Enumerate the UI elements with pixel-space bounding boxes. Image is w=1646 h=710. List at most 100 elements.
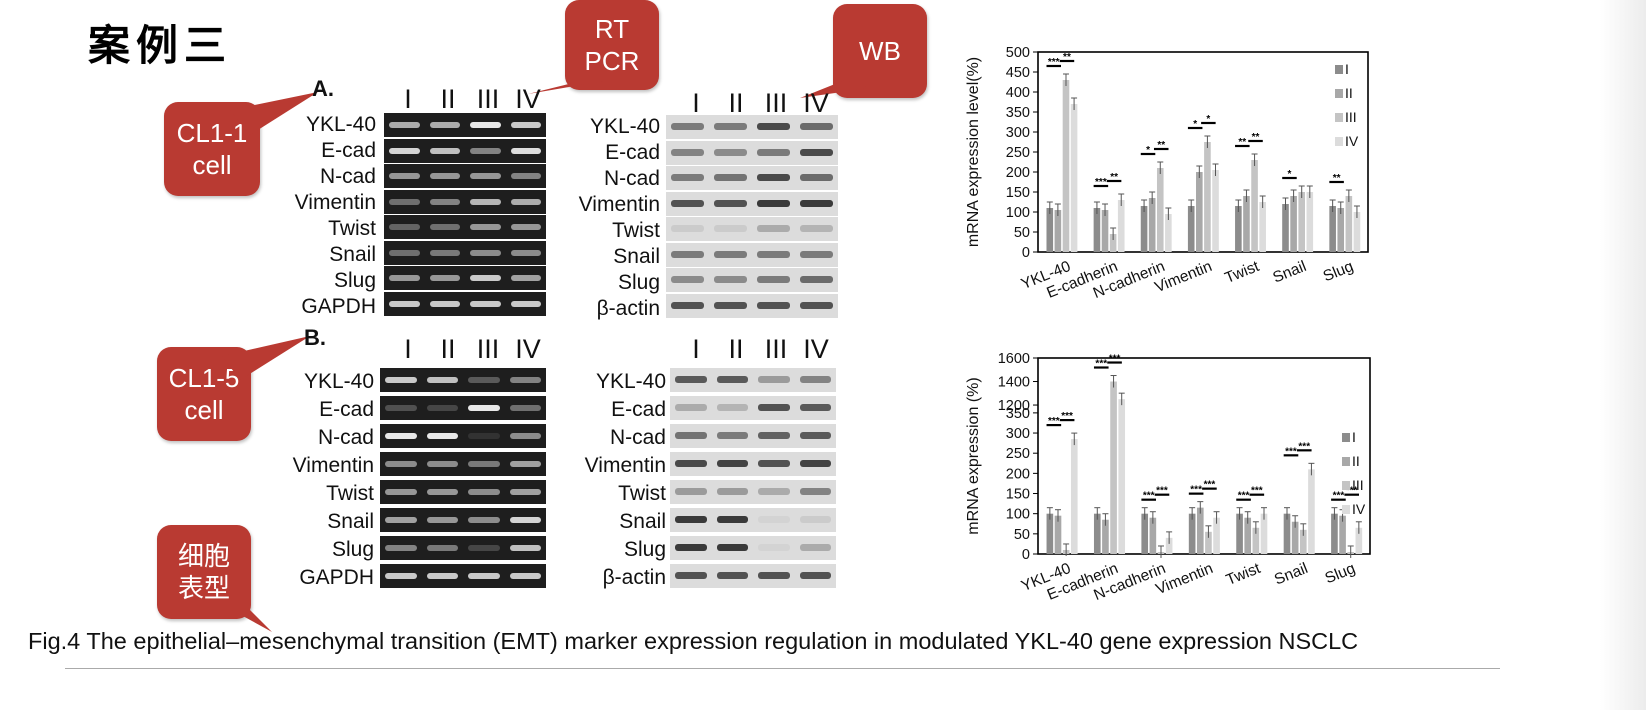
x-tick-label: Slug (1321, 258, 1356, 285)
gel-band (429, 173, 460, 179)
blot-band (800, 123, 833, 130)
significance-label: *** (1095, 177, 1107, 188)
y-tick-label: 0 (1022, 547, 1030, 563)
western-blot-cl15 (670, 368, 836, 592)
blot-band (675, 460, 707, 467)
cl15-pointer (222, 336, 310, 380)
blot-band (800, 250, 833, 258)
significance-label: *** (1238, 491, 1250, 502)
bar (1205, 531, 1212, 554)
blot-band (758, 432, 790, 439)
bar (1204, 142, 1211, 252)
row-label: YKL-40 (303, 370, 374, 393)
blot-band (758, 460, 790, 467)
gel-band (385, 517, 417, 523)
row-label: Snail (613, 245, 660, 268)
blot-band (675, 376, 707, 383)
row-label: Twist (612, 219, 660, 242)
gel-band (509, 377, 541, 383)
legend-label: I (1352, 429, 1356, 445)
gel-band (510, 173, 541, 179)
blot-band (800, 301, 833, 309)
blot-band (671, 199, 704, 207)
gel-band (385, 545, 417, 551)
blot-strip (666, 191, 838, 216)
cl11-pointer (230, 92, 318, 135)
blot-band (758, 488, 790, 495)
plot-frame (1037, 357, 1371, 555)
gel-strip (380, 480, 546, 504)
bar (1306, 192, 1314, 252)
gel-strip (380, 536, 546, 560)
gel-band (510, 224, 541, 230)
gel-band (509, 573, 541, 579)
bar (1235, 206, 1242, 252)
rt-pcr-callout: RT PCR (565, 0, 659, 90)
gel-band (510, 122, 541, 128)
bar (1046, 513, 1054, 554)
row-label: β-actin (602, 566, 666, 589)
gel-band (468, 433, 500, 439)
blot-band (758, 376, 790, 383)
blot-strip (670, 396, 836, 420)
blot-band (799, 572, 831, 579)
gel-band (510, 275, 541, 281)
y-tick-label: 400 (1006, 85, 1030, 101)
y-tick-label: 1600 (998, 351, 1030, 367)
gel-band (429, 275, 460, 281)
y-tick-label: 200 (1006, 165, 1030, 181)
bar (1070, 439, 1078, 554)
blot-band (714, 276, 747, 283)
bar (1236, 513, 1243, 554)
blot-strip (666, 268, 838, 292)
row-label: N-cad (317, 426, 374, 449)
lane-label: IV (515, 334, 541, 364)
gel-band (426, 489, 458, 495)
x-tick-label: Snail (1270, 258, 1308, 287)
row-label: GAPDH (299, 566, 374, 589)
row-label: Slug (623, 538, 666, 561)
legend-swatch (1335, 137, 1343, 146)
lane-label: I (404, 84, 412, 114)
row-label: β-actin (596, 297, 660, 320)
gel-band (426, 545, 458, 551)
row-label: Vimentin (584, 454, 666, 477)
lane-label: IV (803, 334, 829, 364)
gel-band (426, 461, 458, 467)
y-tick-label: 100 (1006, 205, 1030, 221)
rt-pcr-gel-cl15 (380, 368, 546, 592)
bar (1299, 529, 1307, 554)
gel-band (470, 249, 501, 256)
bar (1291, 521, 1299, 554)
row-label: N-cad (609, 426, 666, 449)
gel-band (470, 275, 501, 281)
significance-label: * (1206, 114, 1210, 125)
significance-label: * (1288, 169, 1292, 180)
blot-strip (666, 217, 838, 241)
row-label: Snail (329, 243, 376, 266)
lane-label: III (476, 84, 500, 114)
gel-band (510, 198, 541, 205)
gel-band (470, 122, 501, 128)
row-label: Slug (333, 269, 376, 292)
gel-band (426, 405, 458, 411)
gel-band (468, 405, 500, 411)
legend-label: IV (1352, 501, 1366, 517)
significance-label: ** (1333, 173, 1341, 184)
significance-label: ** (1063, 52, 1071, 63)
x-tick-label: Slug (1323, 560, 1358, 587)
blot-band (675, 544, 707, 551)
blot-band (757, 123, 790, 130)
gel-band (468, 489, 500, 495)
blot-band (799, 404, 831, 411)
wb-pointer (800, 80, 870, 98)
bar (1188, 513, 1196, 554)
blot-band (714, 250, 747, 258)
significance-label: *** (1251, 486, 1263, 497)
gel-band (385, 433, 417, 439)
row-label: Slug (331, 538, 374, 561)
gel-band (470, 173, 501, 179)
bar (1251, 160, 1258, 252)
gel-band (385, 573, 417, 579)
bar (1353, 212, 1361, 252)
